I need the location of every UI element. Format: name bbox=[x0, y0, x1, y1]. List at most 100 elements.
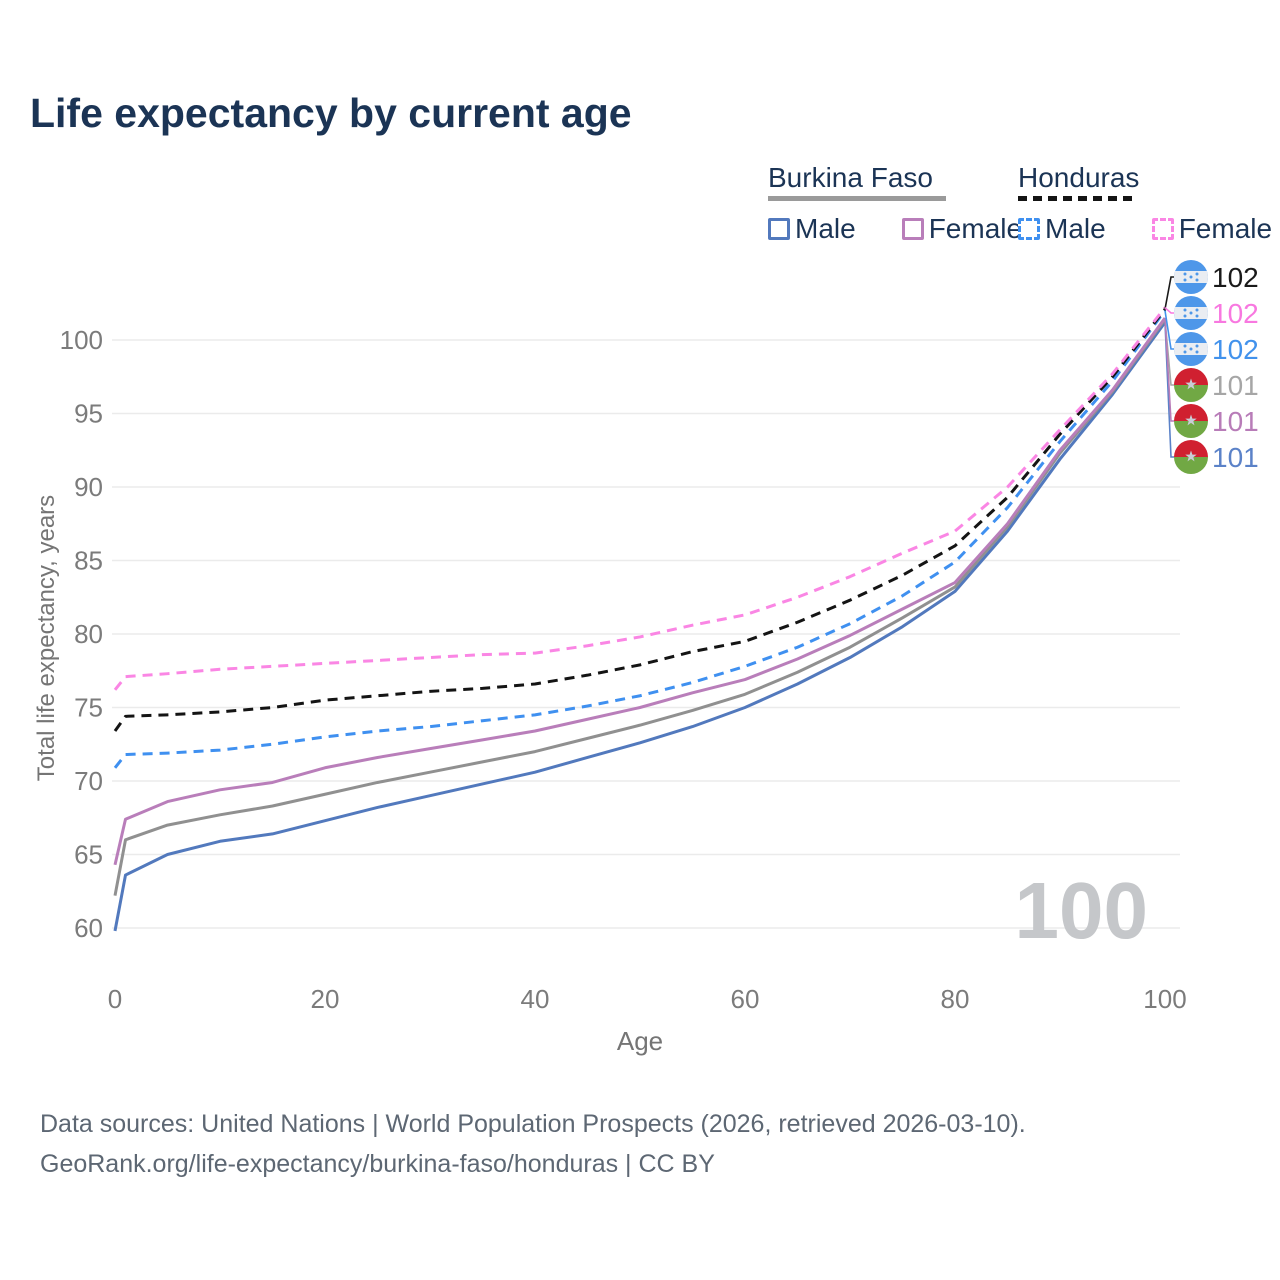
footer-data-sources: Data sources: United Nations | World Pop… bbox=[40, 1110, 1026, 1138]
flag-field-red bbox=[1174, 368, 1208, 385]
flag-star-dot bbox=[1195, 272, 1199, 276]
burkina-faso-flag-icon bbox=[1174, 404, 1208, 438]
page-title: Life expectancy by current age bbox=[30, 90, 632, 136]
honduras-flag-icon bbox=[1174, 296, 1208, 330]
y-tick-label: 85 bbox=[74, 546, 103, 576]
legend-swatch-bf-female bbox=[901, 218, 924, 240]
leader-line bbox=[1164, 310, 1175, 350]
end-value-label: 101 bbox=[1212, 442, 1259, 473]
series-line-honduras-both[interactable] bbox=[113, 308, 1167, 732]
footer-attribution-link[interactable]: GeoRank.org/life-expectancy/burkina-faso… bbox=[40, 1150, 715, 1178]
series-line-honduras-male[interactable] bbox=[113, 309, 1167, 769]
legend-label-hn-male: Male bbox=[1045, 213, 1106, 244]
y-tick-label: 60 bbox=[74, 913, 103, 943]
y-tick-label: 75 bbox=[74, 693, 103, 723]
flag-art bbox=[1174, 404, 1208, 438]
star-shape bbox=[1185, 450, 1197, 462]
flag-star-dot bbox=[1195, 278, 1199, 282]
y-axis-title: Total life expectancy, years bbox=[33, 494, 60, 782]
legend-swatch-hn-male bbox=[1018, 218, 1040, 240]
end-label-leader-lines bbox=[1164, 276, 1175, 458]
flag-field-green bbox=[1174, 421, 1208, 438]
legend-label-bf-male: Male bbox=[795, 213, 856, 244]
x-tick-label: 60 bbox=[731, 984, 760, 1014]
x-axis-tick-labels: 0 20 40 60 80 100 bbox=[108, 984, 1187, 1014]
x-tick-label: 20 bbox=[311, 984, 340, 1014]
flag-art bbox=[1174, 332, 1208, 366]
end-value-label: 102 bbox=[1212, 334, 1259, 365]
y-tick-label: 70 bbox=[74, 766, 103, 796]
x-tick-label: 100 bbox=[1143, 984, 1186, 1014]
legend-linestyle-dashed-sample bbox=[1018, 196, 1133, 201]
watermark-age-100: 100 bbox=[1015, 866, 1148, 955]
x-tick-label: 40 bbox=[521, 984, 550, 1014]
y-tick-label: 95 bbox=[74, 399, 103, 429]
end-value-label: 101 bbox=[1212, 370, 1259, 401]
flag-star-dot bbox=[1189, 311, 1193, 315]
flag-star-dot bbox=[1189, 347, 1193, 351]
series-line-burkina-faso-male[interactable] bbox=[113, 321, 1167, 932]
x-axis-title: Age bbox=[616, 1026, 664, 1056]
legend-item-burkina-faso-female[interactable]: Female bbox=[901, 213, 1023, 245]
end-value-label: 101 bbox=[1212, 406, 1259, 437]
y-axis-tick-labels: 60 65 70 75 80 85 90 95 100 bbox=[60, 325, 103, 943]
flag-field-red bbox=[1174, 404, 1208, 421]
legend-country-honduras[interactable]: Honduras bbox=[1018, 162, 1140, 193]
flag-star-dot bbox=[1183, 278, 1187, 282]
leader-line bbox=[1164, 322, 1175, 458]
flag-field-green bbox=[1174, 457, 1208, 474]
flag-art bbox=[1174, 440, 1208, 474]
flag-star-dot bbox=[1195, 344, 1199, 348]
flag-art bbox=[1174, 368, 1208, 402]
flag-field-green bbox=[1174, 385, 1208, 402]
legend-group-honduras: Honduras Male Female bbox=[1018, 162, 1272, 245]
flag-star-dot bbox=[1183, 344, 1187, 348]
legend-country-burkina-faso[interactable]: Burkina Faso bbox=[768, 162, 933, 193]
legend-item-burkina-faso-male[interactable]: Male bbox=[768, 213, 856, 245]
legend-item-honduras-female[interactable]: Female bbox=[1151, 213, 1273, 245]
series-lines bbox=[113, 306, 1167, 932]
y-tick-label: 65 bbox=[74, 840, 103, 870]
x-tick-label: 0 bbox=[108, 984, 122, 1014]
flag-art bbox=[1174, 296, 1208, 330]
star-shape bbox=[1185, 378, 1197, 390]
series-line-burkina-faso-female[interactable] bbox=[113, 317, 1167, 866]
legend-swatch-bf-male bbox=[768, 218, 790, 240]
end-value-label: 102 bbox=[1212, 262, 1259, 293]
legend-linestyle-solid-sample bbox=[768, 196, 946, 201]
leader-line bbox=[1164, 317, 1175, 422]
end-value-label: 102 bbox=[1212, 298, 1259, 329]
flag-star-dot bbox=[1183, 272, 1187, 276]
flag-star-dot bbox=[1195, 350, 1199, 354]
flag-star-dot bbox=[1183, 308, 1187, 312]
x-tick-label: 80 bbox=[941, 984, 970, 1014]
flag-star-dot bbox=[1183, 350, 1187, 354]
flag-field-red bbox=[1174, 440, 1208, 457]
series-line-burkina-faso-both[interactable] bbox=[113, 318, 1167, 896]
legend-group-burkina-faso: Burkina Faso Male Female bbox=[768, 162, 1022, 245]
series-line-honduras-female[interactable] bbox=[113, 306, 1167, 691]
y-tick-label: 80 bbox=[74, 619, 103, 649]
flag-star-dot bbox=[1183, 314, 1187, 318]
burkina-faso-flag-icon bbox=[1174, 440, 1208, 474]
legend-swatch-hn-female bbox=[1151, 218, 1174, 240]
flag-art bbox=[1174, 260, 1208, 294]
flag-star-dot bbox=[1195, 314, 1199, 318]
leader-line bbox=[1164, 276, 1175, 310]
burkina-faso-flag-icon bbox=[1174, 368, 1208, 402]
leader-line bbox=[1164, 307, 1175, 314]
legend-item-honduras-male[interactable]: Male bbox=[1018, 213, 1106, 245]
gridlines bbox=[112, 339, 1180, 929]
legend-label-bf-female: Female bbox=[928, 213, 1023, 244]
flag-star-dot bbox=[1195, 308, 1199, 312]
flag-star-dot bbox=[1189, 275, 1193, 279]
honduras-flag-icon bbox=[1174, 332, 1208, 366]
y-tick-label: 100 bbox=[60, 325, 103, 355]
honduras-flag-icon bbox=[1174, 260, 1208, 294]
star-shape bbox=[1185, 414, 1197, 426]
legend-label-hn-female: Female bbox=[1178, 213, 1273, 244]
y-tick-label: 90 bbox=[74, 472, 103, 502]
end-value-labels: 101 101 101 102 102 102 bbox=[1174, 260, 1259, 474]
